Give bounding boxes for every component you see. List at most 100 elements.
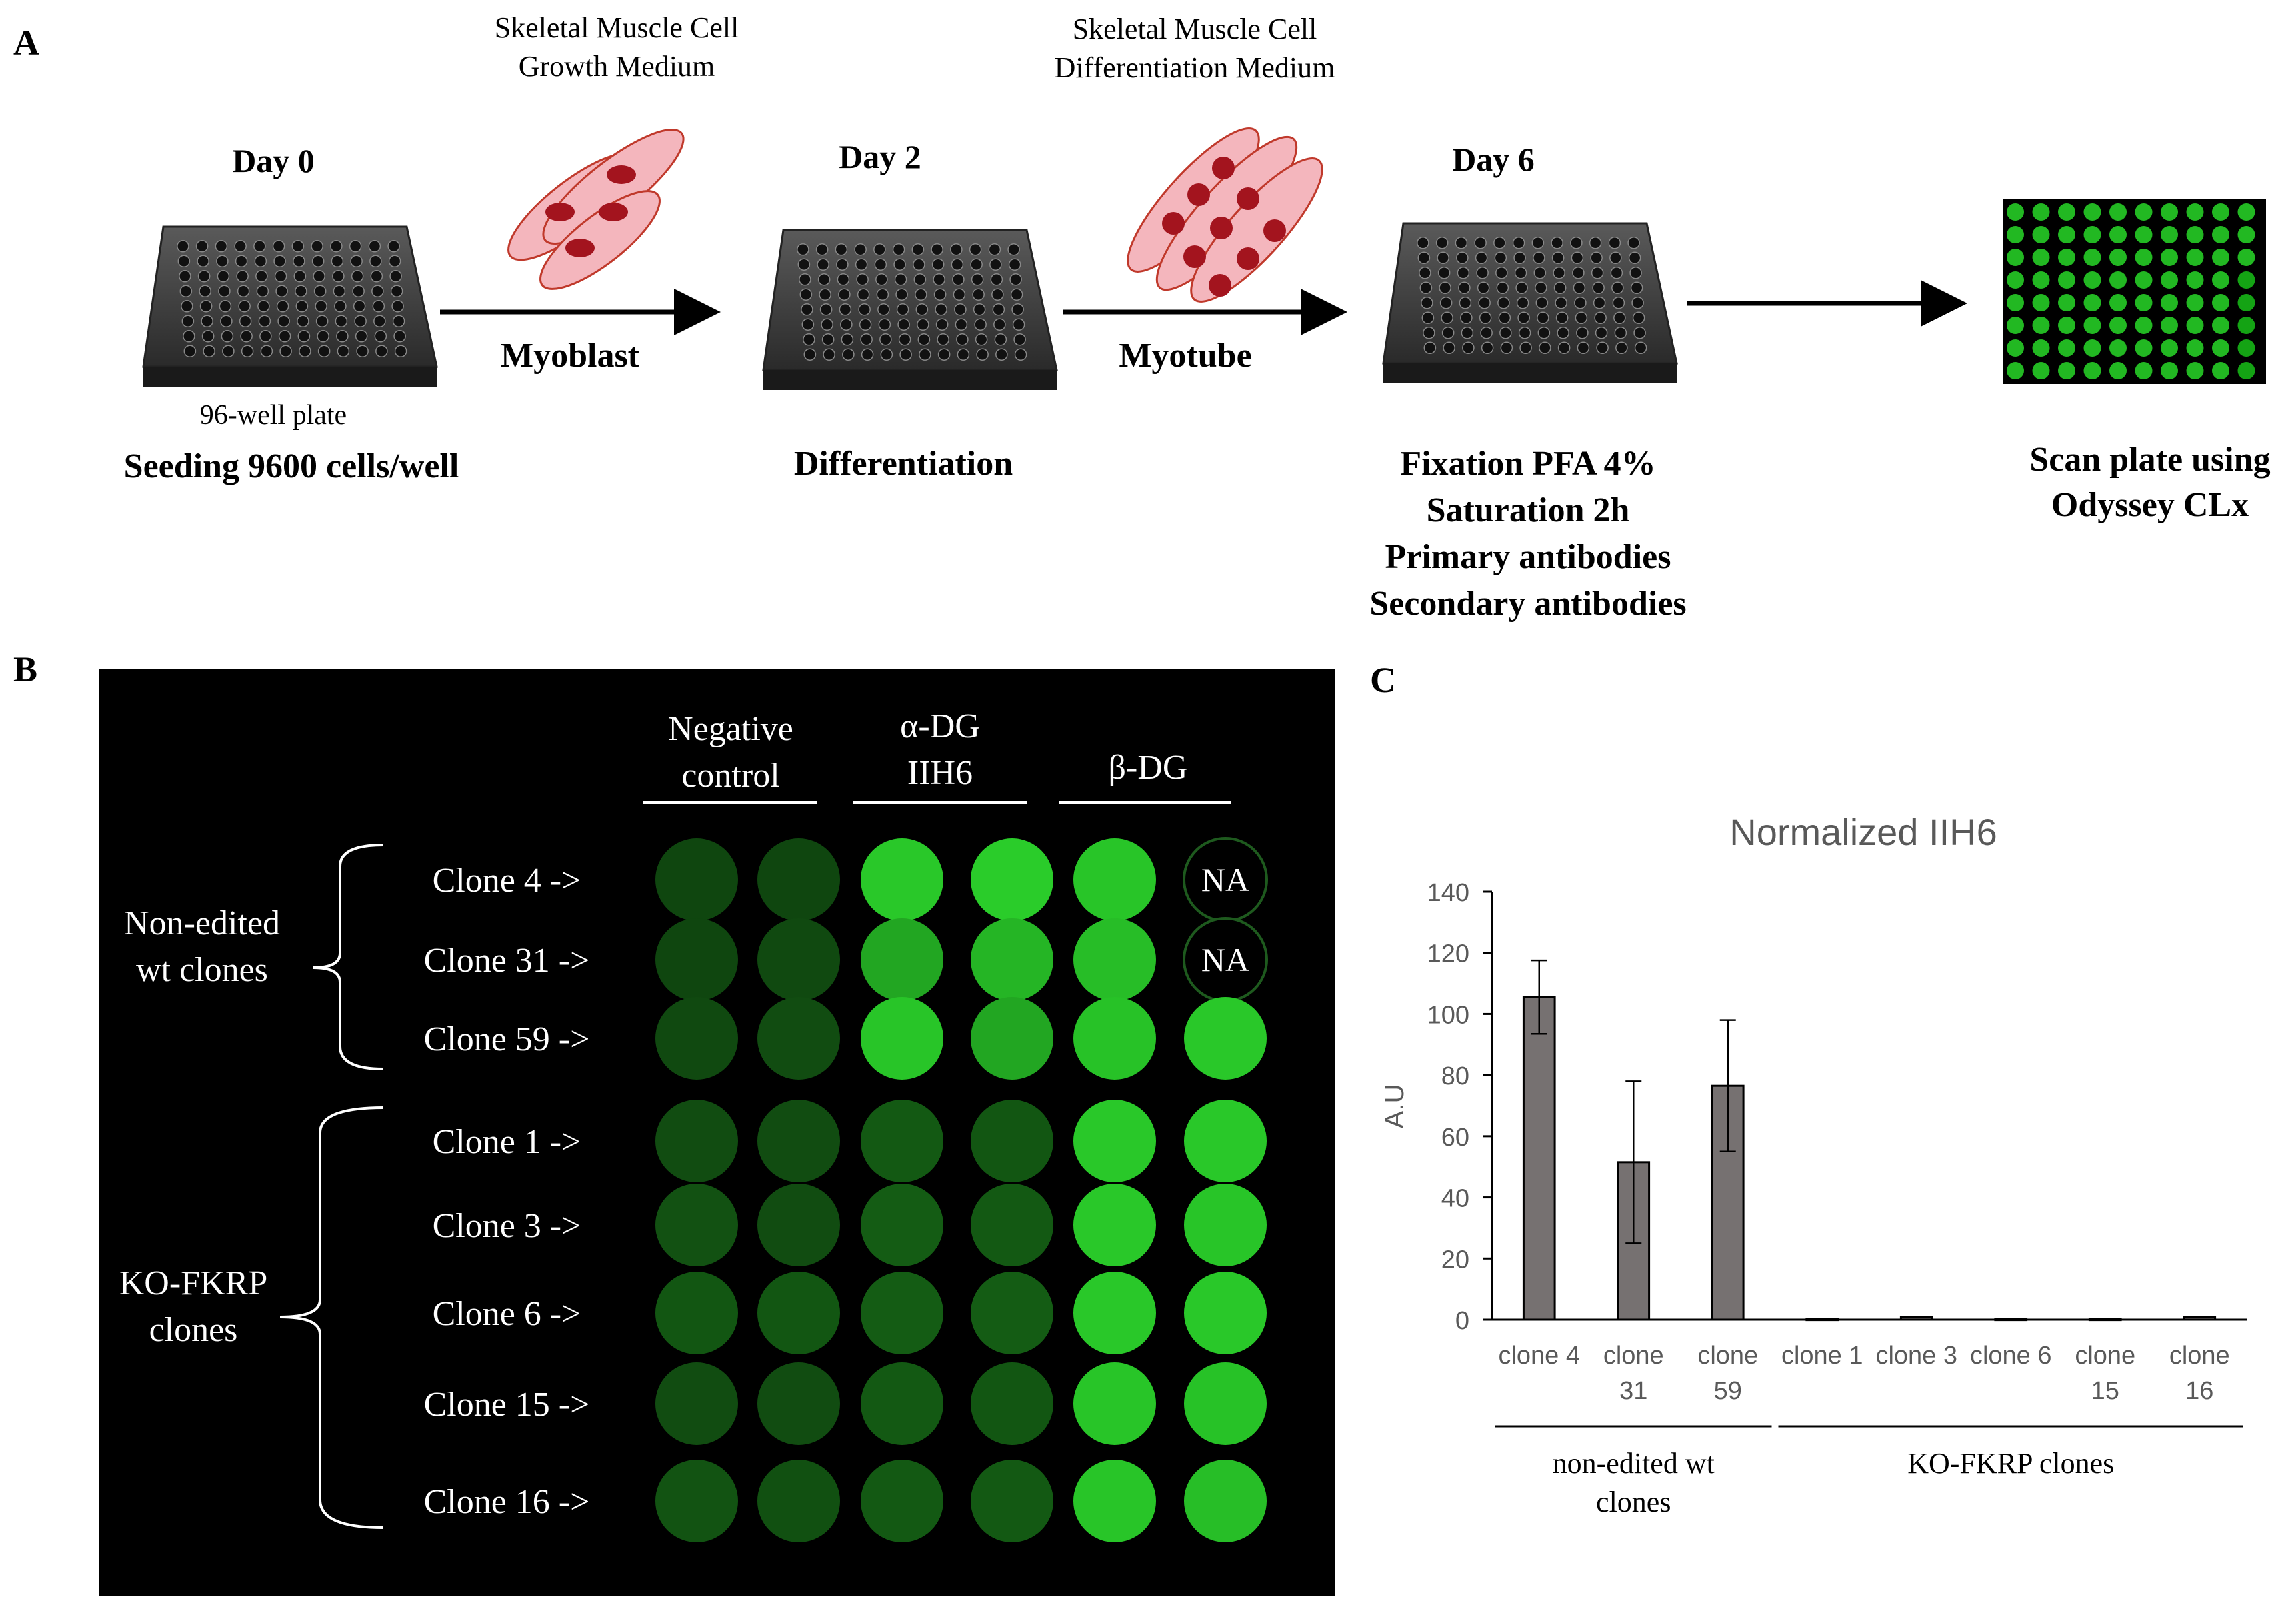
scan-well: [2083, 271, 2101, 289]
group-label-ko-line1: KO-FKRP: [119, 1264, 268, 1302]
well: [1184, 1362, 1267, 1445]
well: [971, 1272, 1053, 1354]
well: [757, 997, 840, 1080]
scan-well: [2212, 339, 2229, 357]
scan-well: [2058, 362, 2075, 379]
well: [1184, 1184, 1267, 1266]
scan-well: [2007, 339, 2024, 357]
scan-well: [2109, 317, 2127, 334]
day0-label: Day 0: [232, 142, 315, 179]
scan-well: [2212, 249, 2229, 266]
scan-well: [2161, 339, 2178, 357]
column-header-negative-line1: Negative: [668, 710, 793, 748]
scan-well: [2032, 249, 2050, 266]
primary-antibodies-step: Primary antibodies: [1385, 538, 1671, 576]
x-tick-label: clone 6: [1970, 1342, 2052, 1370]
scan-well: [2237, 339, 2255, 357]
row-label: Clone 6 ->: [433, 1295, 581, 1333]
well: [1073, 1460, 1156, 1542]
y-tick-label: 80: [1441, 1062, 1469, 1090]
well: [861, 1272, 943, 1354]
scan-well: [2186, 249, 2204, 266]
myoblast-label: Myoblast: [501, 337, 640, 375]
group-label-nonedited-line1: Non-edited: [124, 904, 280, 942]
group-label-ko-line2: clones: [149, 1311, 238, 1349]
scan-well: [2083, 203, 2101, 221]
x-tick-label: clone 4: [1498, 1342, 1580, 1370]
panel-a-letter: A: [13, 23, 39, 63]
scan-well: [2237, 249, 2255, 266]
scan-well: [2212, 294, 2229, 311]
well: [655, 1184, 738, 1266]
well: [655, 1100, 738, 1182]
well: [1073, 838, 1156, 921]
myotube-label: Myotube: [1119, 337, 1251, 375]
x-tick-label: clone: [1603, 1342, 1664, 1370]
scan-well: [2109, 249, 2127, 266]
x-tick-label: clone: [2169, 1342, 2230, 1370]
plate-icon: [762, 229, 1058, 390]
scan-well: [2083, 339, 2101, 357]
scan-well: [2007, 226, 2024, 243]
differentiation-caption: Differentiation: [794, 445, 1013, 483]
well: [861, 997, 943, 1080]
scanned-plate-image: [2003, 199, 2266, 384]
well: [861, 1362, 943, 1445]
x-tick-label: clone 3: [1875, 1342, 1957, 1370]
diff-medium-line2: Differentiation Medium: [1055, 51, 1335, 84]
well: [757, 1184, 840, 1266]
scan-well: [2186, 294, 2204, 311]
well: [757, 918, 840, 1001]
scan-well: [2032, 226, 2050, 243]
scan-well: [2212, 362, 2229, 379]
well: [971, 1184, 1053, 1266]
scan-well: [2186, 362, 2204, 379]
well: [861, 1460, 943, 1542]
scan-well: [2161, 271, 2178, 289]
panel-b-letter: B: [13, 649, 37, 689]
diff-medium-line1: Skeletal Muscle Cell: [1073, 13, 1317, 45]
scan-well: [2161, 362, 2178, 379]
well: [971, 838, 1053, 921]
well: [757, 1362, 840, 1445]
well: [655, 1362, 738, 1445]
scan-well: [2237, 317, 2255, 334]
growth-medium-line2: Growth Medium: [519, 50, 715, 83]
scan-well: [2007, 362, 2024, 379]
scan-well: [2161, 203, 2178, 221]
column-header-adg-line1: α-DG: [900, 707, 980, 745]
well: [861, 918, 943, 1001]
scan-well: [2212, 203, 2229, 221]
x-tick-label: 31: [1619, 1377, 1647, 1405]
row-label: Clone 4 ->: [433, 862, 581, 900]
scan-well: [2109, 271, 2127, 289]
scan-well: [2135, 249, 2153, 266]
scan-well: [2109, 339, 2127, 357]
x-tick-label: clone 1: [1781, 1342, 1863, 1370]
scan-line1: Scan plate using: [2029, 441, 2270, 479]
panel-c-letter: C: [1370, 660, 1396, 700]
well: [1184, 997, 1267, 1080]
y-tick-label: 140: [1427, 879, 1469, 907]
scan-well: [2237, 203, 2255, 221]
well: [1073, 918, 1156, 1001]
x-tick-label: clone: [1697, 1342, 1758, 1370]
scan-well: [2186, 226, 2204, 243]
scan-well: [2109, 226, 2127, 243]
scan-well: [2161, 317, 2178, 334]
scan-well: [2186, 271, 2204, 289]
well: [1073, 997, 1156, 1080]
group-label-nonedited-line2: wt clones: [136, 951, 268, 989]
scan-well: [2135, 271, 2153, 289]
scan-well: [2007, 271, 2024, 289]
scan-well: [2135, 226, 2153, 243]
scan-well: [2007, 203, 2024, 221]
scan-well: [2212, 226, 2229, 243]
scan-well: [2032, 339, 2050, 357]
scan-well: [2083, 226, 2101, 243]
group-label: clones: [1596, 1486, 1671, 1518]
well: [1073, 1272, 1156, 1354]
well: [655, 838, 738, 921]
well: [861, 1184, 943, 1266]
secondary-antibodies-step: Secondary antibodies: [1369, 585, 1686, 623]
